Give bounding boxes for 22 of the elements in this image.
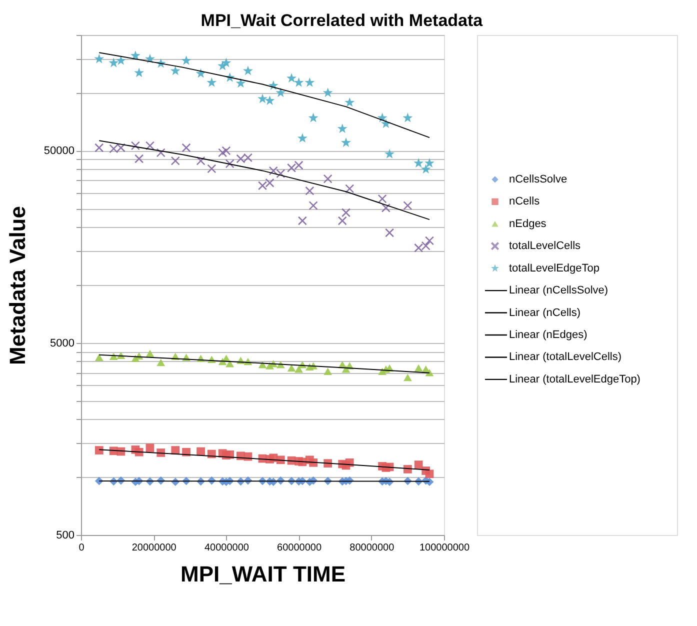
x-tick-label: 0 bbox=[78, 542, 85, 554]
x-axis-title: MPI_WAIT TIME bbox=[180, 562, 346, 586]
y-axis-title: Metadata Value bbox=[4, 206, 30, 365]
x-tick-label: 100000000 bbox=[419, 542, 470, 554]
legend-label: Linear (totalLevelCells) bbox=[509, 351, 622, 364]
legend-label: totalLevelEdgeTop bbox=[509, 262, 600, 274]
x-tick-label: 60000000 bbox=[277, 542, 322, 554]
y-tick-label: 500 bbox=[56, 530, 74, 542]
x-tick-label: 40000000 bbox=[204, 542, 250, 554]
legend-label: totalLevelCells bbox=[509, 240, 582, 252]
legend-label: nCells bbox=[509, 196, 540, 208]
x-tick-label: 80000000 bbox=[350, 542, 395, 554]
y-tick-label: 50000 bbox=[44, 145, 74, 158]
chart-title: MPI_Wait Correlated with Metadata bbox=[200, 11, 484, 30]
legend-label: Linear (nCellsSolve) bbox=[509, 284, 608, 297]
legend-label: Linear (nCells) bbox=[509, 306, 581, 319]
y-tick-label: 5000 bbox=[50, 337, 74, 350]
legend-label: nCellsSolve bbox=[509, 173, 568, 186]
legend-label: nEdges bbox=[509, 218, 547, 230]
x-tick-label: 20000000 bbox=[132, 542, 177, 554]
legend-label: Linear (totalLevelEdgeTop) bbox=[509, 373, 640, 386]
legend-label: Linear (nEdges) bbox=[509, 329, 588, 341]
